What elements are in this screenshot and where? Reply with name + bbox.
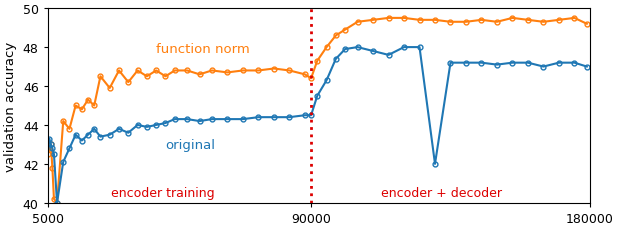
Text: function norm: function norm: [156, 43, 250, 56]
Text: encoder training: encoder training: [111, 186, 214, 199]
Text: encoder + decoder: encoder + decoder: [381, 186, 502, 199]
Y-axis label: validation accuracy: validation accuracy: [4, 41, 17, 171]
Text: original: original: [166, 138, 216, 151]
